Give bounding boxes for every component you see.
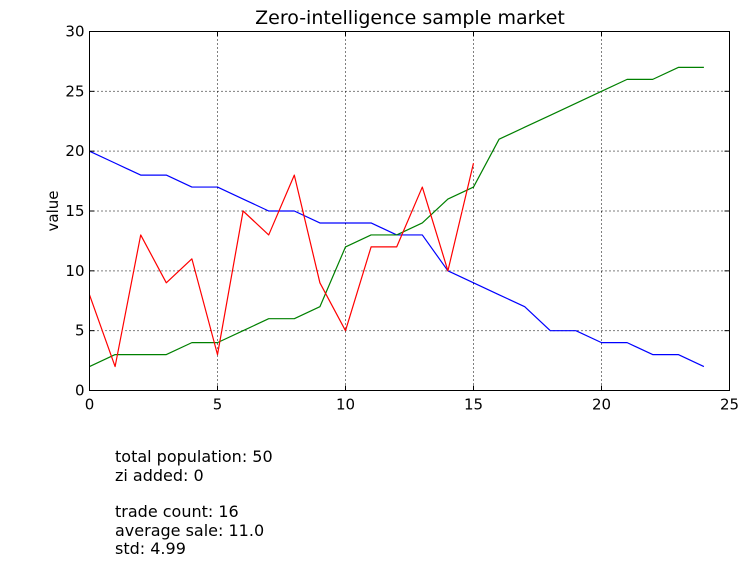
y-tick-label: 10 <box>65 262 84 280</box>
x-tick-label: 20 <box>592 396 611 414</box>
stats-panel: total population: 50 zi added: 0 trade c… <box>115 447 273 559</box>
x-tick-label: 15 <box>464 396 483 414</box>
total-population-text: total population: 50 <box>115 447 273 466</box>
y-tick-label: 0 <box>75 382 85 400</box>
y-tick-label: 30 <box>65 23 84 41</box>
series-line-0 <box>89 150 705 368</box>
average-sale-text: average sale: 11.0 <box>115 520 265 540</box>
x-tick-label: 25 <box>720 396 739 414</box>
y-tick-label: 5 <box>75 322 85 340</box>
y-tick-label: 15 <box>65 202 84 220</box>
series-line-2 <box>88 162 475 368</box>
chart-title: Zero-intelligence sample market <box>255 7 565 29</box>
std-text: std: 4.99 <box>115 539 186 558</box>
stats-spacer <box>115 485 273 503</box>
chart: Zero-intelligence sample market value 0 5… <box>44 7 739 414</box>
y-axis-label: value <box>44 191 62 232</box>
y-tick-label: 25 <box>65 82 84 100</box>
series-line-1 <box>89 66 704 368</box>
trade-count-text: trade count: 16 <box>115 502 239 521</box>
x-tick-label: 0 <box>85 396 95 414</box>
plot-frame <box>89 31 730 391</box>
x-tick-label: 10 <box>336 396 355 414</box>
zi-added-text: zi added: 0 <box>115 465 204 485</box>
y-tick-label: 20 <box>65 142 84 160</box>
x-tick-label: 5 <box>213 396 223 414</box>
